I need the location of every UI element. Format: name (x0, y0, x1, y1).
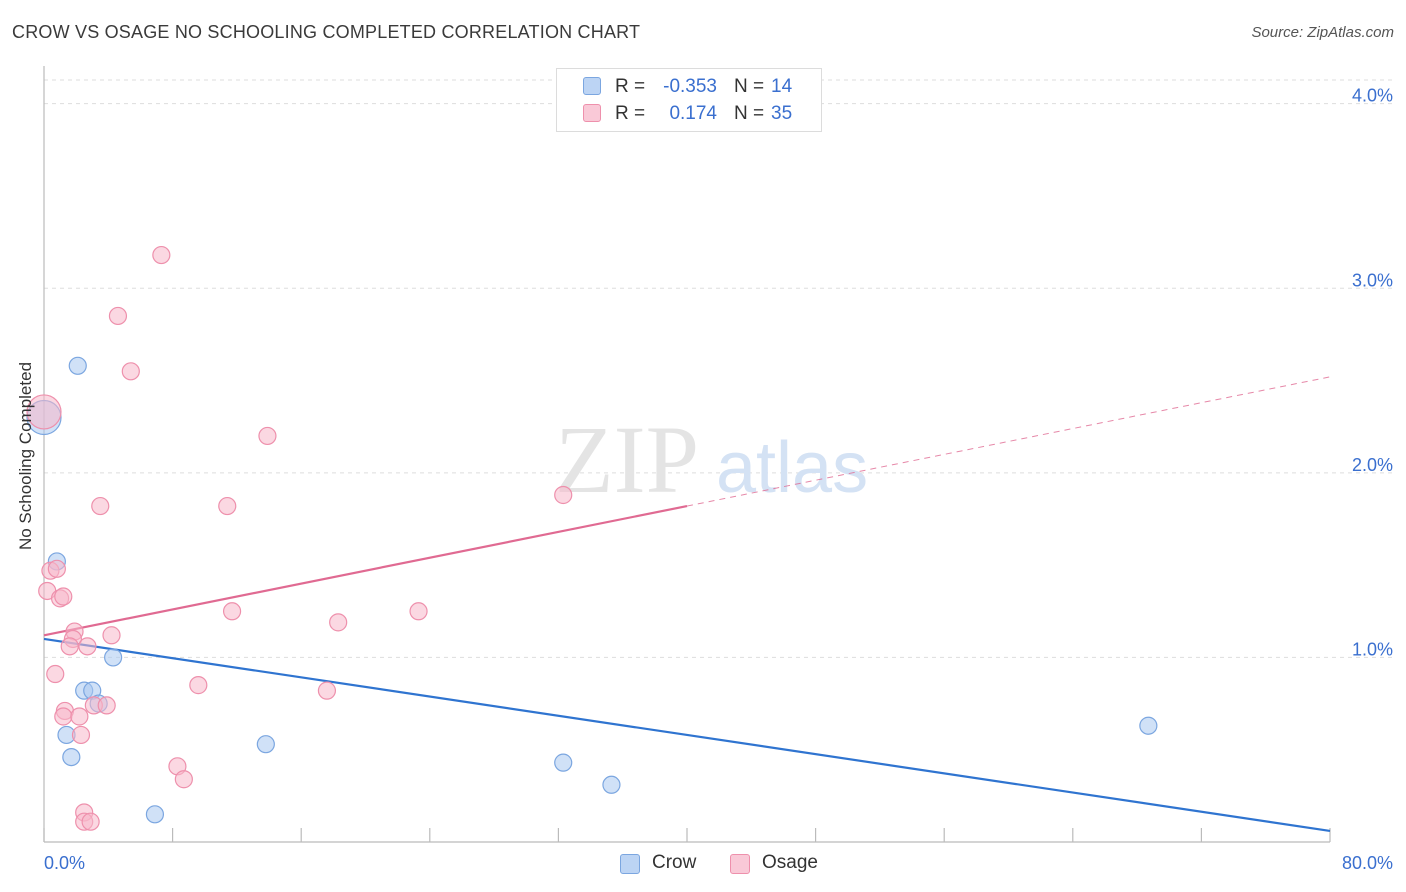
osage-point (54, 587, 73, 606)
legend-row-osage: R = 0.174 N = 35 (557, 101, 821, 127)
osage-point (317, 681, 337, 700)
osage-n-label: N = (734, 103, 765, 124)
watermark-atlas: atlas (716, 428, 868, 508)
crow-point (145, 805, 165, 824)
gridlines (44, 79, 1392, 658)
watermark-zip: ZIP (555, 406, 699, 513)
y-tick-label: 2.0% (1352, 455, 1393, 475)
crow-point (104, 648, 123, 667)
osage-point (409, 602, 428, 621)
y-axis-label: No Schooling Completed (16, 361, 35, 551)
osage-point (78, 637, 97, 656)
osage-point (189, 676, 208, 695)
x-tick-label-max: 80.0% (1342, 853, 1393, 873)
osage-point (46, 664, 65, 684)
crow-n-label: N = (734, 76, 765, 97)
bottom-osage-swatch (730, 854, 750, 874)
source-label: Source: ZipAtlas.com (1251, 24, 1394, 41)
crow-point (602, 775, 621, 794)
osage-point (47, 559, 66, 578)
data-points (26, 245, 1158, 831)
osage-point (102, 626, 121, 645)
tick-labels: 1.0% 2.0% 3.0% 4.0% 0.0% 80.0% (44, 86, 1393, 873)
legend-row-crow: R = -0.353 N = 14 (557, 74, 821, 100)
chart-title: CROW VS OSAGE NO SCHOOLING COMPLETED COR… (12, 22, 641, 42)
crow-n-value: 14 (771, 76, 793, 97)
axes (43, 66, 1331, 843)
crow-trend-line (43, 637, 1331, 833)
osage-point (71, 725, 91, 745)
osage-point (222, 602, 242, 621)
osage-point (121, 362, 140, 381)
osage-n-value: 35 (771, 103, 793, 124)
crow-point (554, 753, 573, 772)
watermark: ZIP atlas (555, 406, 868, 513)
osage-point (152, 245, 171, 265)
osage-point (174, 770, 193, 789)
osage-point (329, 613, 348, 632)
osage-r-label: R = (615, 103, 646, 124)
osage-point (218, 496, 237, 516)
osage-point (97, 696, 116, 715)
crow-point (68, 356, 87, 375)
osage-r-value: 0.174 (669, 103, 717, 124)
crow-point (1139, 716, 1158, 735)
crow-point (62, 747, 81, 767)
bottom-osage-label: Osage (762, 852, 818, 873)
y-tick-label: 3.0% (1352, 270, 1393, 290)
bottom-crow-label: Crow (652, 852, 697, 873)
osage-point (258, 426, 277, 446)
y-tick-label: 4.0% (1352, 86, 1393, 106)
trend-lines (43, 376, 1331, 833)
osage-point (91, 496, 110, 516)
osage-point (554, 485, 573, 505)
crow-r-label: R = (615, 76, 646, 97)
crow-swatch (583, 77, 601, 95)
crow-point (256, 735, 275, 754)
crow-r-value: -0.353 (663, 76, 717, 97)
osage-point (54, 707, 73, 726)
y-tick-label: 1.0% (1352, 639, 1393, 659)
osage-point (60, 637, 79, 656)
correlation-legend: R = -0.353 N = 14 R = 0.174 N = 35 (556, 68, 822, 132)
osage-point (26, 394, 62, 430)
osage-point (81, 812, 100, 831)
osage-point (108, 306, 128, 326)
osage-trend-line (43, 504, 688, 637)
osage-swatch (583, 104, 601, 122)
osage-point (70, 707, 89, 726)
x-tick-label-min: 0.0% (44, 853, 85, 873)
bottom-crow-swatch (620, 854, 640, 874)
